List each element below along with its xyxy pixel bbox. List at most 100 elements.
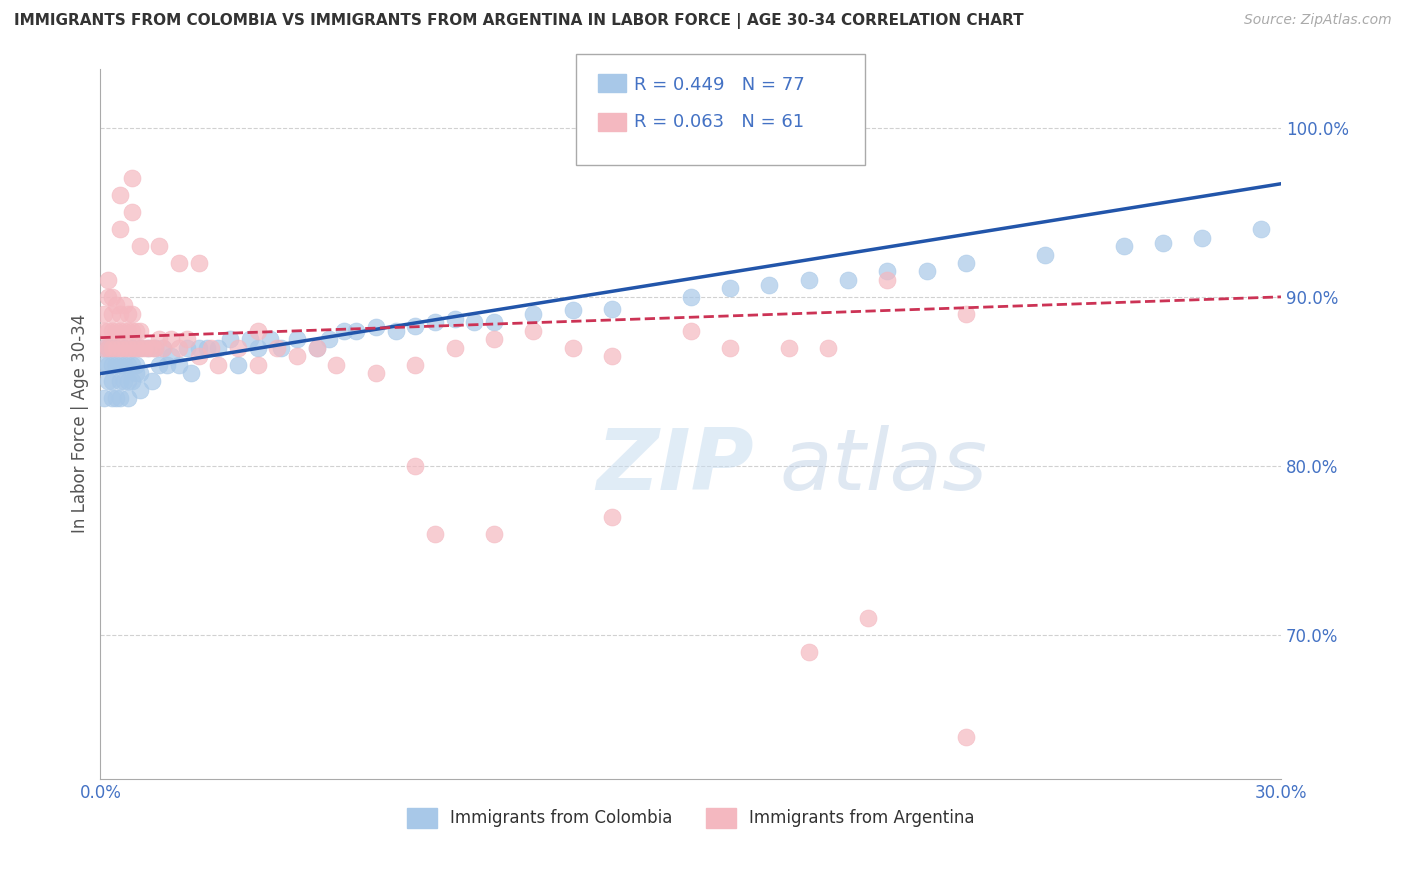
Point bbox=[187, 349, 209, 363]
Point bbox=[423, 526, 446, 541]
Point bbox=[778, 341, 800, 355]
Text: R = 0.449   N = 77: R = 0.449 N = 77 bbox=[634, 76, 804, 94]
Point bbox=[522, 307, 544, 321]
Point bbox=[145, 341, 167, 355]
Point bbox=[325, 358, 347, 372]
Point bbox=[112, 358, 135, 372]
Point bbox=[200, 341, 222, 355]
Point bbox=[600, 301, 623, 316]
Point bbox=[148, 358, 170, 372]
Point bbox=[145, 341, 167, 355]
Point bbox=[187, 256, 209, 270]
Point bbox=[97, 341, 120, 355]
Text: Source: ZipAtlas.com: Source: ZipAtlas.com bbox=[1244, 13, 1392, 28]
Point bbox=[1250, 222, 1272, 236]
Point bbox=[117, 307, 139, 321]
Point bbox=[121, 171, 143, 186]
Point bbox=[117, 324, 139, 338]
Point bbox=[117, 375, 139, 389]
Point bbox=[108, 392, 131, 406]
Point bbox=[136, 341, 159, 355]
Point bbox=[482, 332, 505, 346]
Point bbox=[600, 509, 623, 524]
Point bbox=[226, 358, 249, 372]
Point bbox=[246, 341, 269, 355]
Point bbox=[97, 273, 120, 287]
Point bbox=[108, 358, 131, 372]
Text: atlas: atlas bbox=[779, 425, 987, 508]
Point bbox=[105, 358, 128, 372]
Text: R = 0.063   N = 61: R = 0.063 N = 61 bbox=[634, 113, 804, 131]
Point bbox=[404, 318, 426, 333]
Point bbox=[97, 324, 120, 338]
Point bbox=[187, 341, 209, 355]
Point bbox=[112, 298, 135, 312]
Point bbox=[333, 324, 356, 338]
Point bbox=[97, 375, 120, 389]
Point bbox=[132, 341, 155, 355]
Point bbox=[101, 341, 124, 355]
Point bbox=[152, 341, 174, 355]
Point bbox=[105, 298, 128, 312]
Point bbox=[423, 315, 446, 329]
Point bbox=[97, 358, 120, 372]
Point bbox=[112, 341, 135, 355]
Point bbox=[463, 315, 485, 329]
Point bbox=[97, 290, 120, 304]
Point bbox=[93, 341, 115, 355]
Text: ZIP: ZIP bbox=[596, 425, 754, 508]
Point bbox=[117, 392, 139, 406]
Point bbox=[364, 366, 387, 380]
Point bbox=[600, 349, 623, 363]
Point bbox=[148, 239, 170, 253]
Point bbox=[239, 332, 262, 346]
Point bbox=[718, 281, 741, 295]
Point bbox=[128, 341, 150, 355]
Point bbox=[797, 273, 820, 287]
Point bbox=[128, 341, 150, 355]
Point bbox=[955, 256, 977, 270]
Point bbox=[207, 358, 229, 372]
Point bbox=[955, 307, 977, 321]
Point bbox=[180, 366, 202, 380]
Point bbox=[136, 341, 159, 355]
Point bbox=[101, 341, 124, 355]
Point bbox=[148, 332, 170, 346]
Point bbox=[108, 222, 131, 236]
Point bbox=[93, 307, 115, 321]
Point bbox=[837, 273, 859, 287]
Point bbox=[305, 341, 328, 355]
Point bbox=[117, 358, 139, 372]
Point bbox=[112, 341, 135, 355]
Point bbox=[141, 341, 163, 355]
Point bbox=[561, 341, 583, 355]
Y-axis label: In Labor Force | Age 30-34: In Labor Force | Age 30-34 bbox=[72, 314, 89, 533]
Point bbox=[108, 341, 131, 355]
Point bbox=[101, 392, 124, 406]
Point bbox=[1033, 247, 1056, 261]
Point bbox=[266, 341, 288, 355]
Point bbox=[246, 324, 269, 338]
Point bbox=[101, 324, 124, 338]
Point bbox=[128, 239, 150, 253]
Point bbox=[156, 358, 179, 372]
Point bbox=[1191, 230, 1213, 244]
Point bbox=[1152, 235, 1174, 250]
Point bbox=[561, 303, 583, 318]
Point bbox=[105, 341, 128, 355]
Point bbox=[270, 341, 292, 355]
Point bbox=[160, 349, 183, 363]
Point bbox=[108, 324, 131, 338]
Point bbox=[93, 324, 115, 338]
Point bbox=[141, 375, 163, 389]
Point bbox=[384, 324, 406, 338]
Point bbox=[285, 349, 308, 363]
Point bbox=[344, 324, 367, 338]
Point bbox=[101, 375, 124, 389]
Point bbox=[364, 320, 387, 334]
Point bbox=[97, 341, 120, 355]
Point bbox=[128, 366, 150, 380]
Point bbox=[152, 341, 174, 355]
Point bbox=[167, 341, 190, 355]
Legend: Immigrants from Colombia, Immigrants from Argentina: Immigrants from Colombia, Immigrants fro… bbox=[401, 801, 981, 835]
